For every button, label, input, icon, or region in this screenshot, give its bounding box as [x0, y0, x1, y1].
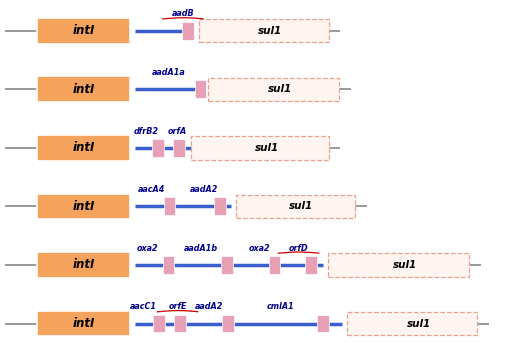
Text: aadA1a: aadA1a [152, 68, 186, 77]
FancyBboxPatch shape [152, 139, 164, 157]
Text: aadA2: aadA2 [195, 302, 224, 311]
FancyBboxPatch shape [305, 256, 317, 274]
FancyBboxPatch shape [214, 197, 226, 215]
Text: orfD: orfD [288, 244, 308, 253]
Text: sul1: sul1 [258, 26, 282, 36]
FancyBboxPatch shape [222, 315, 234, 332]
FancyBboxPatch shape [37, 76, 130, 102]
Text: intI: intI [72, 258, 95, 271]
Text: sul1: sul1 [254, 143, 279, 153]
Text: intI: intI [72, 200, 95, 213]
FancyBboxPatch shape [164, 197, 175, 215]
Text: aadA2: aadA2 [190, 185, 218, 194]
FancyBboxPatch shape [153, 315, 165, 332]
FancyBboxPatch shape [37, 135, 130, 161]
FancyBboxPatch shape [191, 136, 329, 160]
Text: oxa2: oxa2 [137, 244, 158, 253]
FancyBboxPatch shape [328, 253, 469, 277]
FancyBboxPatch shape [182, 22, 194, 40]
FancyBboxPatch shape [173, 139, 185, 157]
Text: intI: intI [72, 83, 95, 96]
Text: sul1: sul1 [407, 318, 431, 328]
Text: sul1: sul1 [289, 201, 314, 211]
Text: dfrB2: dfrB2 [133, 126, 158, 136]
FancyBboxPatch shape [195, 80, 206, 98]
FancyBboxPatch shape [347, 312, 477, 335]
FancyBboxPatch shape [174, 315, 186, 332]
Text: sul1: sul1 [268, 84, 293, 94]
FancyBboxPatch shape [163, 256, 174, 274]
FancyBboxPatch shape [199, 19, 329, 42]
FancyBboxPatch shape [269, 256, 280, 274]
Text: aacA4: aacA4 [137, 185, 165, 194]
Text: aadA1b: aadA1b [184, 244, 218, 253]
FancyBboxPatch shape [37, 252, 130, 278]
Text: orfE: orfE [169, 302, 187, 311]
Text: sul1: sul1 [393, 260, 418, 270]
FancyBboxPatch shape [208, 77, 339, 101]
Text: aacC1: aacC1 [130, 302, 156, 311]
Text: cmlA1: cmlA1 [267, 302, 295, 311]
Text: intI: intI [72, 24, 95, 37]
FancyBboxPatch shape [37, 193, 130, 219]
Text: intI: intI [72, 141, 95, 154]
Text: oxa2: oxa2 [249, 244, 270, 253]
FancyBboxPatch shape [37, 311, 130, 336]
Text: intI: intI [72, 317, 95, 330]
FancyBboxPatch shape [236, 195, 355, 218]
FancyBboxPatch shape [221, 256, 233, 274]
FancyBboxPatch shape [317, 315, 329, 332]
Text: aadB: aadB [172, 9, 194, 19]
FancyBboxPatch shape [37, 18, 130, 44]
Text: orfA: orfA [168, 126, 187, 136]
